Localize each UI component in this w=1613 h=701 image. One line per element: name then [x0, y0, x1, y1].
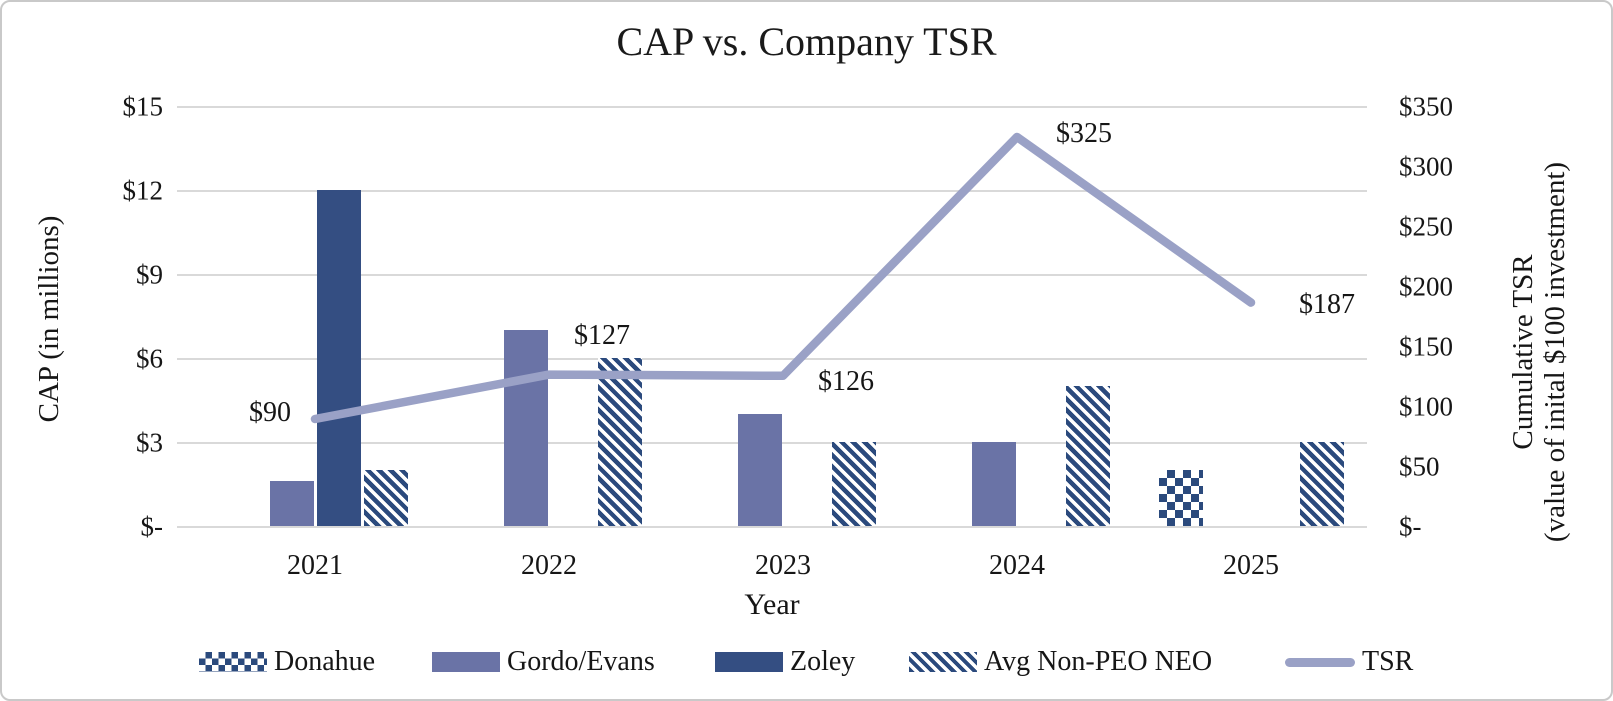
bar-gordo-evans-2022	[503, 330, 548, 526]
x-axis-tick: 2025	[1223, 550, 1279, 581]
tsr-data-label: $325	[1056, 118, 1112, 149]
legend-label: Avg Non-PEO NEO	[984, 646, 1213, 677]
line-swatch-icon	[1285, 657, 1355, 667]
right-axis-tick: $200	[1399, 271, 1453, 302]
x-axis-tick: 2022	[521, 550, 577, 581]
legend-label: Zoley	[790, 646, 856, 677]
bar-gordo-evans-2024	[971, 442, 1016, 526]
legend-item-gordo-evans: Gordo/Evans	[432, 643, 655, 681]
plot-area: $90 $127 $126 $325 $187	[177, 106, 1367, 528]
left-axis-tick: $-	[140, 511, 164, 542]
left-axis-tick: $9	[136, 259, 163, 290]
bar-avg-non-peo-neo-2023	[831, 442, 876, 526]
gridline	[177, 358, 1367, 360]
x-axis-tick: 2021	[287, 550, 343, 581]
checker-pattern-swatch-icon	[199, 652, 267, 672]
left-axis-tick: $12	[122, 175, 164, 206]
x-axis-tick: 2023	[755, 550, 811, 581]
gridline	[177, 190, 1367, 192]
left-axis-tick: $15	[122, 91, 164, 122]
right-axis-tick: $300	[1399, 151, 1453, 182]
chart-title: CAP vs. Company TSR	[616, 19, 997, 64]
baseline-gridline	[177, 526, 1367, 528]
right-axis-tick: $150	[1399, 331, 1453, 362]
tsr-data-label: $187	[1299, 288, 1355, 320]
right-axis-title: Cumulative TSR (value of inital $100 inv…	[1507, 72, 1571, 632]
tsr-data-label: $126	[818, 365, 874, 397]
tsr-data-label: $127	[574, 319, 630, 351]
x-axis-tick: 2024	[989, 550, 1045, 581]
left-axis-tick: $3	[136, 427, 163, 458]
legend-label: Donahue	[274, 646, 376, 677]
gridline	[177, 106, 1367, 108]
legend-item-donahue: Donahue	[199, 643, 375, 681]
solid-swatch-icon	[432, 652, 500, 672]
bar-gordo-evans-2023	[737, 414, 782, 526]
right-axis-tick: $-	[1399, 511, 1422, 542]
x-axis-title: Year	[744, 588, 800, 621]
bar-avg-non-peo-neo-2021	[363, 470, 408, 526]
right-axis-tick: $50	[1399, 451, 1440, 482]
legend-item-avg-non-peo-neo: Avg Non-PEO NEO	[909, 643, 1212, 681]
left-axis-tick: $6	[136, 343, 163, 374]
bar-donahue-2025	[1158, 470, 1203, 526]
bar-avg-non-peo-neo-2024	[1065, 386, 1110, 526]
right-axis-tick: $100	[1399, 391, 1453, 422]
dark-swatch-icon	[715, 652, 783, 672]
legend-label: TSR	[1362, 646, 1414, 677]
legend-item-tsr: TSR	[1285, 643, 1413, 681]
bar-avg-non-peo-neo-2022	[597, 358, 642, 526]
right-axis-tick: $250	[1399, 211, 1453, 242]
tsr-line	[310, 132, 1256, 424]
legend: Donahue Gordo/Evans Zoley Avg Non-PEO NE…	[2, 643, 1611, 681]
right-axis-title-line2: (value of inital $100 investment)	[1539, 161, 1571, 543]
bar-avg-non-peo-neo-2025	[1299, 442, 1344, 526]
tsr-data-label: $90	[249, 397, 291, 428]
hatch-pattern-swatch-icon	[909, 652, 977, 672]
bar-gordo-evans-2021	[269, 481, 314, 526]
right-axis-title-line1: Cumulative TSR	[1507, 254, 1539, 450]
right-axis-tick: $350	[1399, 91, 1453, 122]
legend-label: Gordo/Evans	[507, 646, 655, 677]
legend-item-zoley: Zoley	[715, 643, 855, 681]
left-axis-title: CAP (in millions)	[33, 215, 65, 423]
gridline	[177, 274, 1367, 276]
bar-zoley-2021	[316, 190, 361, 526]
